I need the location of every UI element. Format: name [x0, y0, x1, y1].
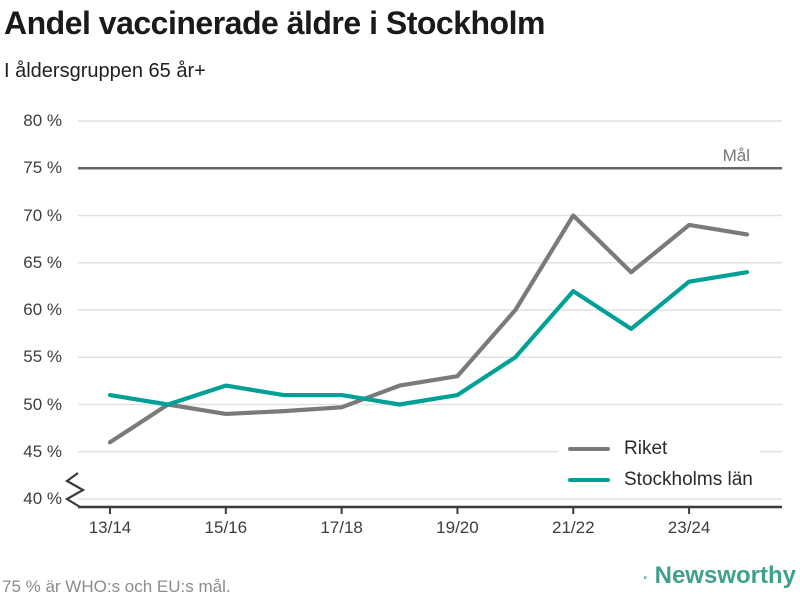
x-axis-label: 23/24 [667, 518, 711, 537]
goal-line-label: Mål [722, 146, 750, 165]
y-axis-label: 70 % [23, 205, 62, 225]
x-axis-label: 13/14 [88, 518, 132, 537]
bar-chart-speech-bubble-icon [644, 576, 647, 580]
riket-line-swatch [568, 446, 610, 451]
y-axis-label: 60 % [23, 300, 62, 319]
stockholms-lan-line-swatch [568, 477, 610, 482]
y-axis-label: 55 % [23, 347, 62, 367]
brand-name: Newsworthy [654, 562, 796, 589]
series-line-riket [107, 213, 750, 445]
newsworthy-brand: Newsworthy [644, 560, 796, 596]
page-title: Andel vaccinerade äldre i Stockholm [4, 5, 545, 41]
legend: Riket Stockholms län [558, 433, 760, 495]
y-axis-label: 65 % [23, 252, 62, 272]
x-axis-label: 19/20 [436, 518, 479, 537]
legend-label-stockholms-lan: Stockholms län [624, 468, 753, 490]
x-axis-label: 15/16 [204, 518, 248, 537]
series-line-stockholms-lan [107, 270, 750, 407]
y-axis-label: 75 % [23, 158, 62, 178]
y-axis-label: 45 % [23, 441, 62, 461]
y-axis-label: 80 % [23, 111, 62, 130]
page-subtitle: I åldersgruppen 65 år+ [4, 60, 206, 82]
y-axis-label: 50 % [23, 394, 62, 414]
legend-label-riket: Riket [624, 437, 668, 459]
axis-break-icon [64, 472, 86, 508]
x-axis-label: 17/18 [320, 518, 363, 537]
source-note: 75 % är WHO:s och EU:s mål. [2, 577, 231, 596]
y-axis-label: 40 % [23, 489, 62, 508]
x-axis-label: 21/22 [551, 518, 595, 537]
legend-item-stockholms-lan: Stockholms län [568, 469, 760, 491]
legend-item-riket: Riket [568, 438, 760, 460]
